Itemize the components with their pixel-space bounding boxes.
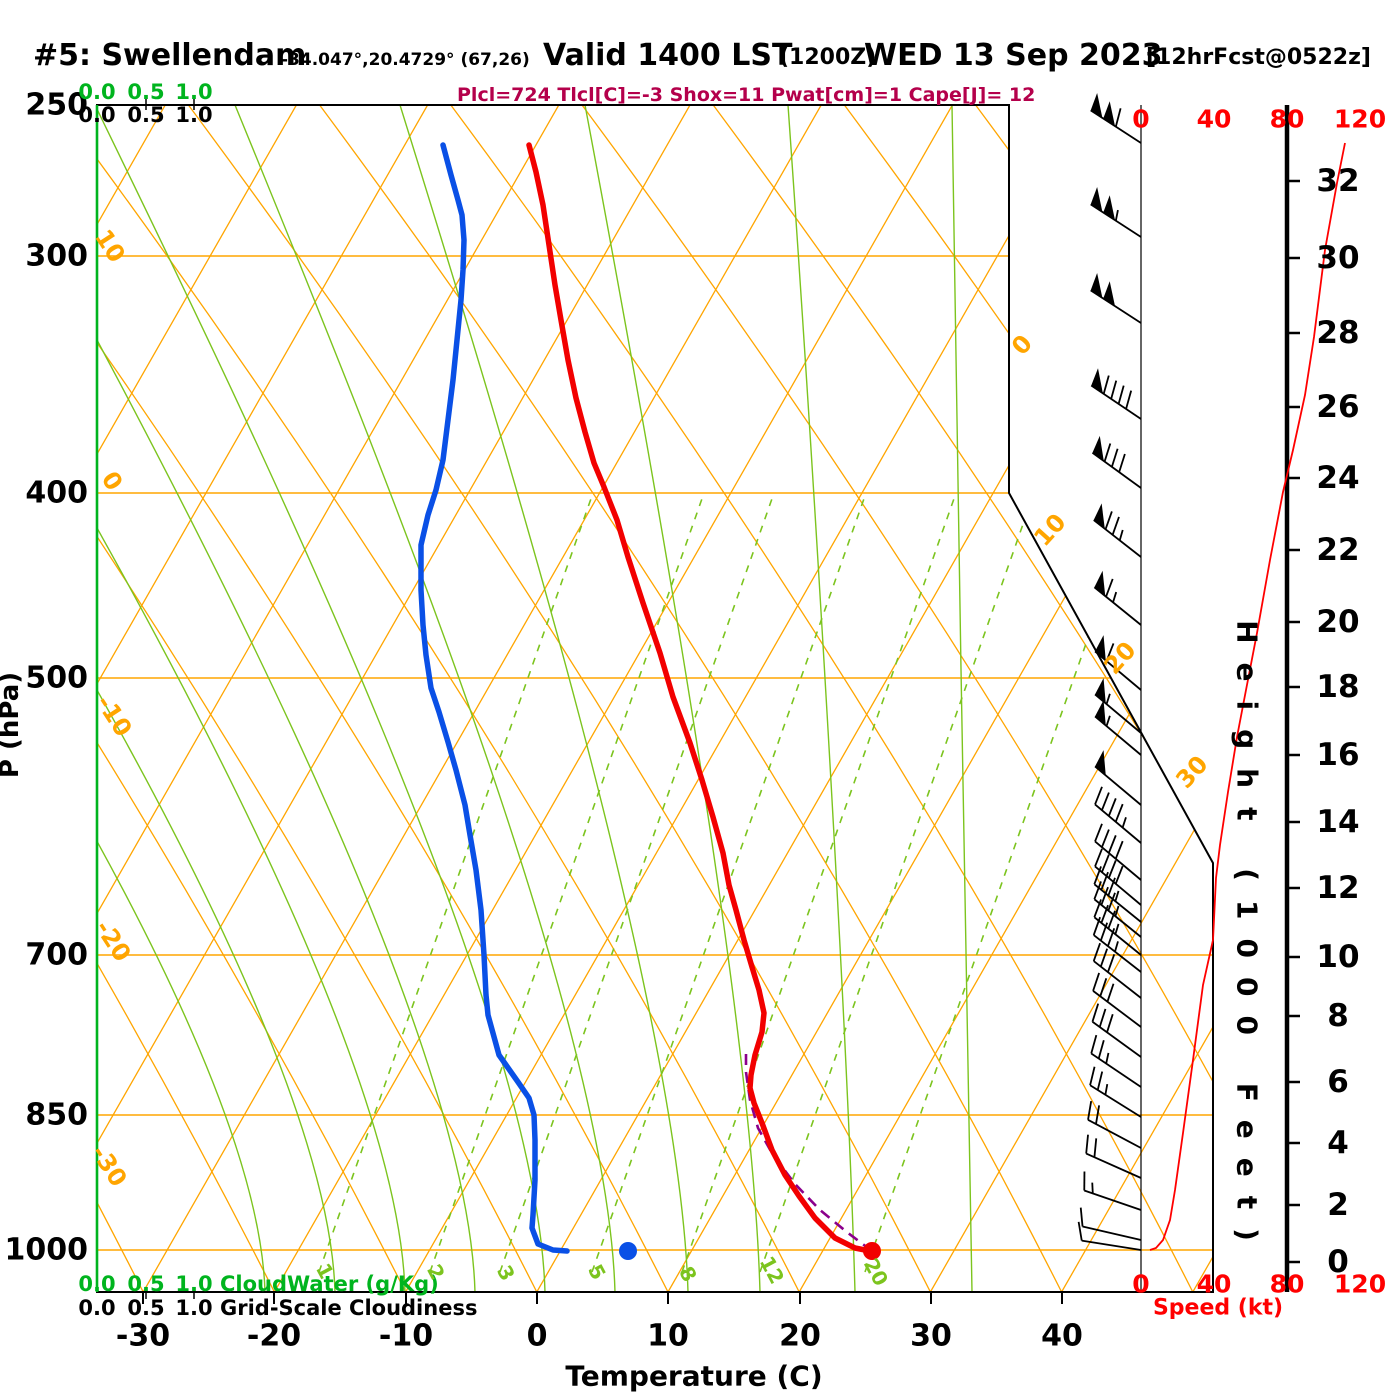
dry-adiabat-line xyxy=(712,105,1213,1292)
dry-adiabat-line xyxy=(843,105,1213,1292)
dry-adiabat-line xyxy=(97,105,800,1292)
dry-adiabat-line xyxy=(97,105,669,1292)
plot-frame xyxy=(96,104,1214,1293)
wind-barb xyxy=(1090,93,1142,144)
wind-barb xyxy=(1094,823,1142,881)
isotherm-line xyxy=(1061,105,1213,1292)
wind-barb xyxy=(1077,1221,1142,1251)
wind-barb xyxy=(1094,678,1142,734)
wind-barb xyxy=(1091,435,1142,489)
wind-barb xyxy=(1094,750,1142,806)
wind-barb xyxy=(1090,368,1142,420)
surface-dewpoint-dot xyxy=(619,1242,637,1260)
wind-barb xyxy=(1093,503,1142,558)
moist-adiabat-line xyxy=(97,105,476,1292)
wind-barb xyxy=(1093,570,1142,626)
wind-barb xyxy=(1094,848,1142,906)
dewpoint-curve xyxy=(418,142,570,1254)
wind-barbs xyxy=(1077,93,1142,1251)
mixing-ratio-line xyxy=(499,492,775,1273)
wind-barb xyxy=(1094,700,1142,756)
wind-barb xyxy=(1092,916,1142,973)
wind-barb xyxy=(1090,187,1142,238)
moist-adiabat-line xyxy=(97,105,546,1292)
dry-adiabat-line xyxy=(0,105,12,1292)
dry-adiabat-line xyxy=(97,105,144,1292)
moist-adiabat-line xyxy=(97,105,266,1292)
moist-adiabat-line xyxy=(97,105,336,1292)
dry-adiabat-line xyxy=(319,105,1063,1292)
wind-barb xyxy=(1090,1034,1142,1088)
isotherm-line xyxy=(273,105,953,1292)
wind-barb xyxy=(1087,1100,1142,1149)
dry-adiabat-line xyxy=(187,105,931,1292)
wind-barb xyxy=(1092,942,1142,999)
mixing-ratio-line xyxy=(681,492,957,1273)
wind-barb xyxy=(1094,635,1142,691)
surface-temperature-dot xyxy=(863,1242,881,1260)
isotherm-line xyxy=(97,105,691,1292)
mixing-ratio-line xyxy=(318,492,594,1273)
moist-adiabat-line xyxy=(97,105,406,1292)
dry-adiabat-line xyxy=(450,105,1194,1292)
wind-barb xyxy=(1093,899,1142,956)
moist-adiabat-line xyxy=(234,105,616,1292)
temperature-curve xyxy=(526,142,873,1254)
skewt-grid xyxy=(0,105,1213,1292)
wind-barb xyxy=(1092,972,1142,1028)
isotherm-line xyxy=(97,105,297,1292)
isotherm-line xyxy=(97,105,429,1292)
moist-adiabat-line xyxy=(584,105,761,1292)
wind-barb xyxy=(1091,1003,1142,1058)
isotherm-line xyxy=(929,105,1213,1292)
wind-speed-curve xyxy=(1149,142,1346,1251)
wind-barb xyxy=(1085,1134,1142,1179)
isotherm-line xyxy=(405,105,1085,1292)
isotherm-line xyxy=(142,105,822,1292)
wind-barb xyxy=(1083,1171,1142,1211)
wind-barb xyxy=(1094,786,1142,844)
mixing-ratio-line xyxy=(864,492,1140,1273)
dry-adiabat-line xyxy=(97,105,407,1292)
isotherm-line xyxy=(536,105,1213,1292)
wind-barb xyxy=(1090,273,1142,324)
wind-barb xyxy=(1093,881,1142,938)
dry-adiabat-line xyxy=(581,105,1213,1292)
wind-barb xyxy=(1089,1066,1142,1118)
isotherm-line xyxy=(97,105,560,1292)
dry-adiabat-line xyxy=(97,105,538,1292)
isotherm-line xyxy=(1192,105,1213,1292)
dry-adiabat-line xyxy=(97,105,275,1292)
moist-adiabat-line xyxy=(787,105,856,1292)
wind-barb xyxy=(1093,866,1142,923)
wind-barb xyxy=(1079,1207,1142,1241)
dry-adiabat-line xyxy=(975,105,1213,1292)
parcel-ascent-curve xyxy=(744,1050,873,1253)
mixing-ratio-line xyxy=(429,492,705,1273)
isotherm-line xyxy=(667,105,1213,1292)
isotherm-line xyxy=(97,105,166,1292)
moist-adiabat-line xyxy=(399,105,689,1292)
mixing-ratio-line xyxy=(759,492,1035,1273)
isotherm-line xyxy=(0,105,34,1292)
